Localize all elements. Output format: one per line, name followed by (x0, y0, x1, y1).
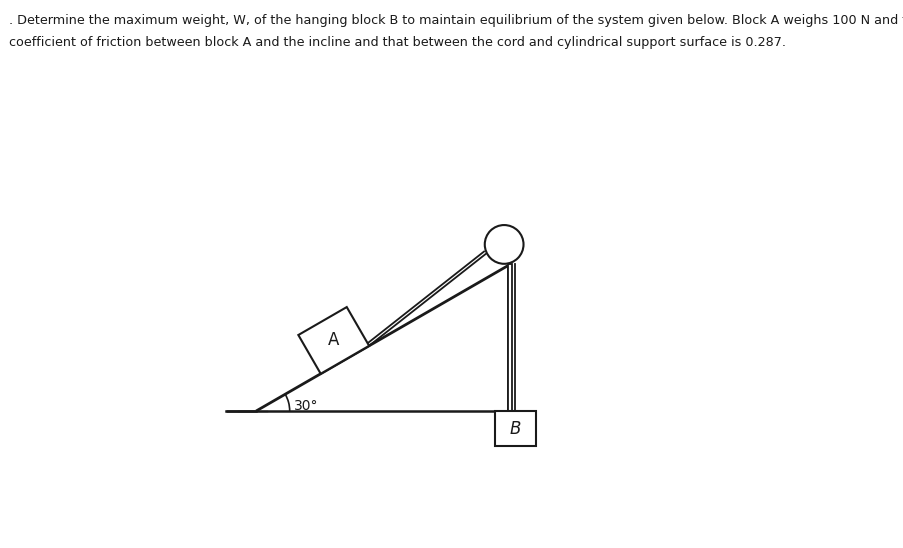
Text: A: A (328, 332, 339, 350)
Bar (494, 411, 535, 447)
Text: B: B (509, 420, 520, 438)
Text: coefficient of friction between block A and the incline and that between the cor: coefficient of friction between block A … (9, 36, 786, 49)
Polygon shape (298, 307, 368, 374)
Text: 30°: 30° (293, 399, 318, 413)
Bar (507, 264, 512, 411)
Text: . Determine the maximum weight, W, of the hanging block B to maintain equilibriu: . Determine the maximum weight, W, of th… (9, 14, 903, 27)
Circle shape (484, 225, 523, 264)
